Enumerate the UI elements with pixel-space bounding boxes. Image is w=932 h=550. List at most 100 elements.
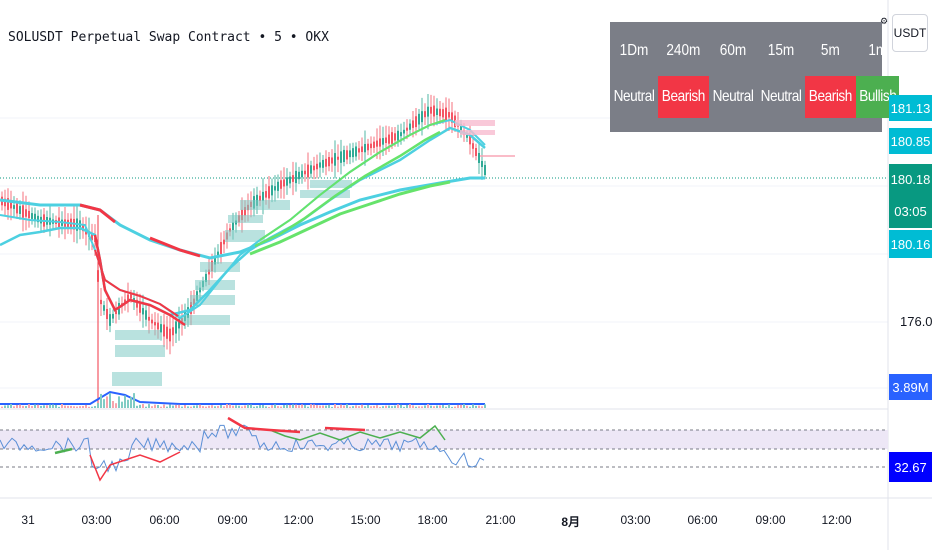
rsi-bull-small bbox=[54, 447, 73, 455]
volume-bar bbox=[82, 405, 84, 408]
volume-bar bbox=[196, 405, 198, 408]
volume-bar bbox=[184, 404, 186, 408]
volume-bar bbox=[346, 404, 348, 408]
candle-body bbox=[115, 310, 117, 315]
volume-bar bbox=[64, 405, 66, 408]
candle-body bbox=[232, 222, 234, 231]
candle-body bbox=[376, 140, 378, 147]
volume-bar bbox=[454, 406, 456, 408]
volume-bar bbox=[481, 406, 483, 408]
volume-bar bbox=[202, 406, 204, 408]
candle-body bbox=[19, 206, 21, 214]
tf-header: 240m bbox=[666, 42, 701, 59]
mtf-trend-table: 1Dm 240m 60m 15m 5m 1m Neutral Bearish N… bbox=[610, 22, 900, 132]
volume-bar bbox=[376, 405, 378, 408]
price-tag: 180.85 bbox=[889, 128, 932, 154]
volume-bar bbox=[151, 406, 153, 408]
candle-body bbox=[349, 150, 351, 158]
ema-slow-bull bbox=[259, 119, 446, 241]
candle-body bbox=[319, 162, 321, 168]
candle-body bbox=[406, 127, 408, 131]
time-label: 31 bbox=[21, 513, 35, 527]
volume-bar bbox=[103, 399, 105, 408]
last-price-tag: 180.18 bbox=[889, 164, 932, 194]
volume-bar bbox=[238, 405, 240, 408]
candle-body bbox=[274, 186, 276, 191]
volume-bar bbox=[46, 405, 48, 408]
candle-body bbox=[469, 135, 471, 145]
volume-tag: 3.89M bbox=[889, 374, 932, 400]
rsi-bear-segment-2 bbox=[324, 426, 366, 432]
volume-bar bbox=[28, 404, 30, 408]
candle-body bbox=[16, 203, 18, 214]
currency-button[interactable]: USDT bbox=[892, 14, 928, 52]
demand-zone bbox=[228, 215, 263, 223]
candle-body bbox=[322, 159, 324, 168]
candle-body bbox=[28, 210, 30, 219]
candle-body bbox=[25, 209, 27, 217]
volume-bar bbox=[331, 406, 333, 408]
demand-zone bbox=[310, 180, 352, 188]
volume-bar bbox=[160, 406, 162, 408]
candle-body bbox=[169, 328, 171, 342]
demand-zone bbox=[190, 295, 235, 305]
volume-bars bbox=[1, 393, 486, 408]
volume-bar bbox=[37, 404, 39, 408]
candle-body bbox=[415, 116, 417, 128]
volume-bar bbox=[466, 405, 468, 408]
candle-body bbox=[151, 319, 153, 324]
volume-bar bbox=[427, 404, 429, 408]
ema-slow-bear bbox=[94, 249, 179, 317]
candle-body bbox=[178, 319, 180, 329]
candle-body bbox=[148, 316, 150, 321]
volume-bar bbox=[13, 406, 15, 408]
volume-bar bbox=[181, 406, 183, 408]
rsi-tag: 32.67 bbox=[889, 452, 932, 482]
volume-bar bbox=[343, 405, 345, 408]
volume-bar bbox=[154, 404, 156, 408]
candle-body bbox=[436, 108, 438, 115]
volume-bar bbox=[31, 406, 33, 408]
volume-bar bbox=[373, 405, 375, 408]
volume-bar bbox=[73, 406, 75, 408]
candle-body bbox=[31, 213, 33, 219]
supply-zone bbox=[460, 130, 495, 135]
volume-bar bbox=[79, 406, 81, 408]
candle-body bbox=[313, 165, 315, 171]
volume-bar bbox=[10, 404, 12, 408]
candle-body bbox=[163, 324, 165, 337]
volume-bar bbox=[463, 404, 465, 408]
volume-bar bbox=[34, 404, 36, 408]
tf-header: 60m bbox=[719, 42, 747, 59]
volume-bar bbox=[112, 401, 114, 408]
candle-body bbox=[484, 164, 486, 176]
candle-body bbox=[127, 294, 129, 301]
volume-bar bbox=[379, 406, 381, 408]
volume-bar bbox=[223, 406, 225, 408]
volume-bar bbox=[244, 405, 246, 408]
volume-bar bbox=[4, 405, 6, 408]
volume-bar bbox=[412, 405, 414, 408]
candle-body bbox=[286, 177, 288, 186]
volume-bar bbox=[97, 403, 99, 408]
volume-bar bbox=[118, 396, 120, 408]
volume-bar bbox=[139, 404, 141, 408]
volume-bar bbox=[268, 406, 270, 408]
candle-body bbox=[244, 207, 246, 216]
volume-bar bbox=[337, 406, 339, 408]
candle-body bbox=[166, 326, 168, 339]
candle-body bbox=[292, 175, 294, 182]
tf-signal: Neutral bbox=[610, 76, 659, 118]
ema-mid-line bbox=[0, 126, 486, 317]
volume-bar bbox=[358, 406, 360, 408]
settings-icon[interactable]: ⚙ bbox=[880, 16, 889, 26]
candle-body bbox=[37, 215, 39, 223]
time-label: 21:00 bbox=[485, 513, 516, 527]
volume-bar bbox=[448, 404, 450, 408]
candle-body bbox=[310, 165, 312, 174]
volume-bar bbox=[292, 404, 294, 408]
demand-zone bbox=[115, 345, 165, 357]
volume-bar bbox=[409, 404, 411, 408]
candle-body bbox=[289, 176, 291, 184]
